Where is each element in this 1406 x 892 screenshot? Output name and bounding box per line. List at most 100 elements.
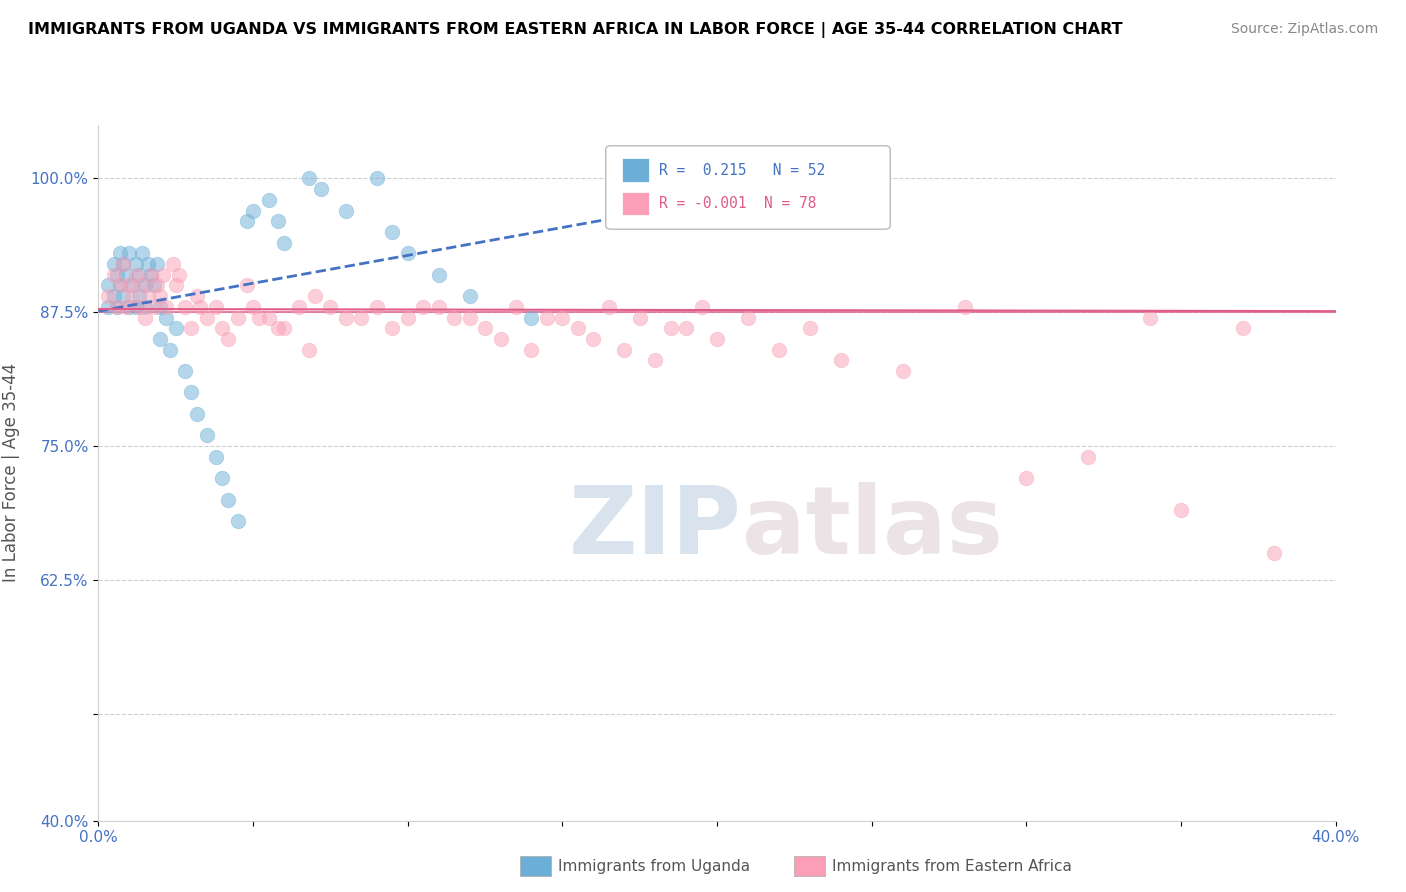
Point: [128, 300, 150, 314]
Point: [412, 300, 434, 314]
Point: [128, 268, 150, 282]
Point: [174, 364, 197, 378]
Point: [139, 268, 162, 282]
Point: [273, 235, 295, 250]
Text: Source: ZipAtlas.com: Source: ZipAtlas.com: [1230, 22, 1378, 37]
Point: [257, 193, 280, 207]
Point: [505, 300, 527, 314]
Point: [366, 171, 388, 186]
Point: [335, 310, 357, 325]
Point: [381, 225, 404, 239]
Point: [458, 289, 481, 303]
Text: IMMIGRANTS FROM UGANDA VS IMMIGRANTS FROM EASTERN AFRICA IN LABOR FORCE | AGE 35: IMMIGRANTS FROM UGANDA VS IMMIGRANTS FRO…: [28, 22, 1123, 38]
Point: [427, 300, 450, 314]
Point: [613, 343, 636, 357]
Point: [335, 203, 357, 218]
Point: [427, 268, 450, 282]
Text: Immigrants from Uganda: Immigrants from Uganda: [558, 859, 751, 873]
Point: [1232, 321, 1254, 335]
Point: [112, 257, 135, 271]
Point: [319, 300, 342, 314]
Bar: [621, 192, 650, 215]
Point: [520, 310, 543, 325]
Point: [443, 310, 465, 325]
Point: [768, 343, 790, 357]
Point: [288, 300, 311, 314]
Point: [217, 332, 239, 346]
Point: [205, 450, 228, 464]
Point: [155, 310, 177, 325]
Point: [143, 278, 166, 293]
Point: [143, 300, 166, 314]
Point: [105, 268, 128, 282]
Point: [149, 289, 172, 303]
Point: [134, 300, 156, 314]
Point: [205, 300, 228, 314]
Point: [128, 289, 150, 303]
Point: [190, 300, 212, 314]
Point: [690, 300, 713, 314]
Point: [103, 268, 125, 282]
Point: [97, 278, 120, 293]
Point: [644, 353, 666, 368]
Point: [396, 246, 419, 260]
Text: Immigrants from Eastern Africa: Immigrants from Eastern Africa: [832, 859, 1073, 873]
Point: [242, 300, 264, 314]
Point: [520, 343, 543, 357]
Point: [136, 289, 159, 303]
Point: [103, 257, 125, 271]
Point: [706, 332, 728, 346]
Point: [458, 310, 481, 325]
Point: [267, 321, 290, 335]
Point: [737, 310, 759, 325]
Point: [121, 289, 143, 303]
Point: [124, 300, 146, 314]
Point: [304, 289, 326, 303]
Point: [381, 321, 404, 335]
Point: [309, 182, 332, 196]
Point: [112, 289, 135, 303]
Point: [180, 385, 202, 400]
Point: [149, 300, 172, 314]
Point: [124, 257, 146, 271]
Point: [105, 300, 128, 314]
Point: [155, 300, 177, 314]
Bar: [621, 158, 650, 182]
Point: [242, 203, 264, 218]
Text: ZIP: ZIP: [569, 483, 742, 574]
Point: [103, 289, 125, 303]
Point: [273, 321, 295, 335]
Point: [536, 310, 558, 325]
Point: [136, 257, 159, 271]
Point: [298, 343, 321, 357]
Point: [598, 300, 620, 314]
Point: [134, 310, 156, 325]
Point: [134, 278, 156, 293]
Point: [112, 257, 135, 271]
Point: [131, 246, 153, 260]
Y-axis label: In Labor Force | Age 35-44: In Labor Force | Age 35-44: [1, 363, 20, 582]
FancyBboxPatch shape: [606, 145, 890, 229]
Point: [118, 246, 141, 260]
Point: [1139, 310, 1161, 325]
Point: [567, 321, 589, 335]
Point: [149, 332, 172, 346]
Point: [108, 278, 131, 293]
Point: [211, 321, 233, 335]
Point: [953, 300, 976, 314]
Point: [257, 310, 280, 325]
Point: [396, 310, 419, 325]
Point: [97, 289, 120, 303]
Point: [628, 310, 651, 325]
Point: [195, 310, 218, 325]
Point: [1015, 471, 1038, 485]
Point: [124, 268, 146, 282]
Point: [186, 407, 208, 421]
Point: [236, 278, 259, 293]
Point: [298, 171, 321, 186]
Point: [489, 332, 512, 346]
Point: [146, 278, 169, 293]
Point: [226, 310, 249, 325]
Point: [267, 214, 290, 228]
Point: [174, 300, 197, 314]
